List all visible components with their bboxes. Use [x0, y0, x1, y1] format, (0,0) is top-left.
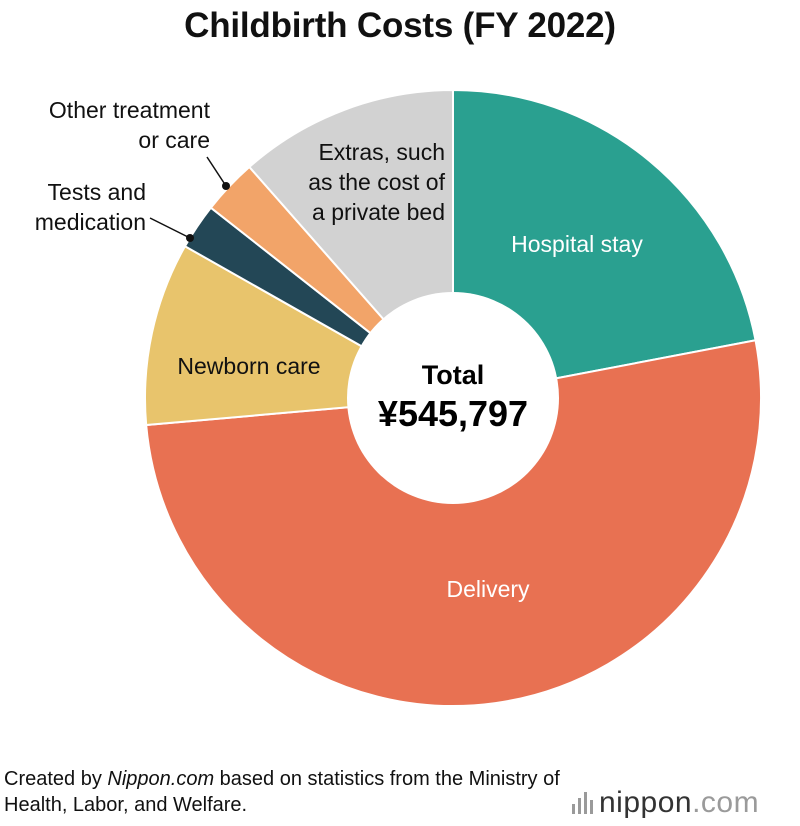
nippon-logo: nippon.com	[572, 786, 759, 820]
logo-name: nippon	[599, 786, 693, 819]
slice-label-hospital-stay: Hospital stay	[511, 231, 643, 257]
donut-hole	[347, 292, 559, 504]
source-note-suffix: based on statistics from the Ministry of…	[4, 768, 560, 816]
slice-hospital-stay	[452, 88, 757, 400]
source-note-prefix: Created by	[4, 768, 108, 790]
logo-text: nippon.com	[599, 786, 759, 820]
logo-suffix: .com	[692, 786, 760, 819]
slice-label-other-treatment-or-care: Other treatment or care	[49, 97, 211, 153]
donut-chart: Hospital stay Delivery Newborn care Tests a…	[35, 88, 763, 707]
chart-title: Childbirth Costs (FY 2022)	[184, 6, 616, 45]
slice-label-tests-and-medication: Tests and medication	[35, 179, 146, 235]
leader-dot-tests-and-medication	[186, 234, 194, 242]
source-note-site: Nippon.com	[107, 768, 215, 790]
slice-label-newborn-care: Newborn care	[177, 353, 320, 379]
leader-line-other-treatment-or-care	[206, 156, 227, 187]
slice-delivery	[145, 339, 763, 707]
total-label: Total	[422, 360, 485, 390]
leader-dot-other-treatment-or-care	[222, 182, 230, 190]
source-note: Created by Nippon.com based on statistic…	[4, 766, 564, 818]
slice-label-delivery: Delivery	[446, 576, 530, 602]
total-value: ¥545,797	[378, 393, 528, 434]
leader-line-tests-and-medication	[149, 217, 191, 239]
equalizer-bars-icon	[572, 792, 593, 814]
slice-label-extras-such-as-the-cost-of-a-private-bed: Extras, such as the cost of a private bed	[308, 139, 445, 225]
